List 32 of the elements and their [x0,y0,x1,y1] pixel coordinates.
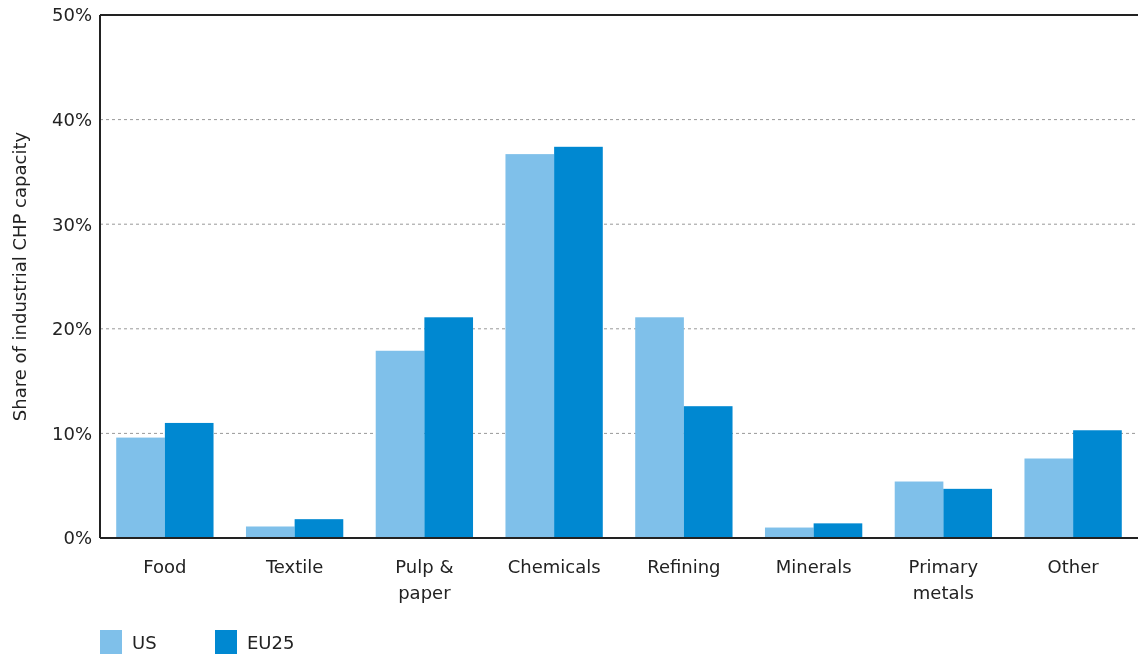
bar [894,481,944,538]
bar [683,406,733,538]
bar [116,437,165,538]
y-tick-label: 30% [51,213,92,235]
bar [245,526,295,538]
y-tick-label: 40% [51,108,92,130]
bar [164,422,214,538]
y-tick-label: 50% [51,4,92,26]
bar [813,523,863,538]
bar [1024,458,1074,538]
y-tick-label: 20% [51,318,92,340]
legend-label: EU25 [247,632,295,654]
x-tick-label: Pulp & paper [395,556,454,603]
bar [635,317,684,538]
y-tick-label: 0% [63,527,92,549]
bar [554,146,603,538]
x-tick-label: Primary metals [908,556,979,603]
bar [943,488,993,538]
x-tick-label: Minerals [775,556,852,577]
bar [1073,430,1122,538]
x-tick-label: Refining [647,556,721,577]
bar [294,519,344,538]
bar [505,154,555,538]
legend-label: US [132,632,157,654]
x-tick-label: Food [143,556,187,577]
bar [375,350,425,538]
x-tick-label: Textile [264,556,324,577]
y-axis-title: Share of industrial CHP capacity [9,131,30,422]
bar [424,317,474,538]
x-tick-label: Chemicals [507,556,601,577]
x-tick-label: Other [1047,556,1100,577]
y-tick-label: 10% [51,422,92,444]
